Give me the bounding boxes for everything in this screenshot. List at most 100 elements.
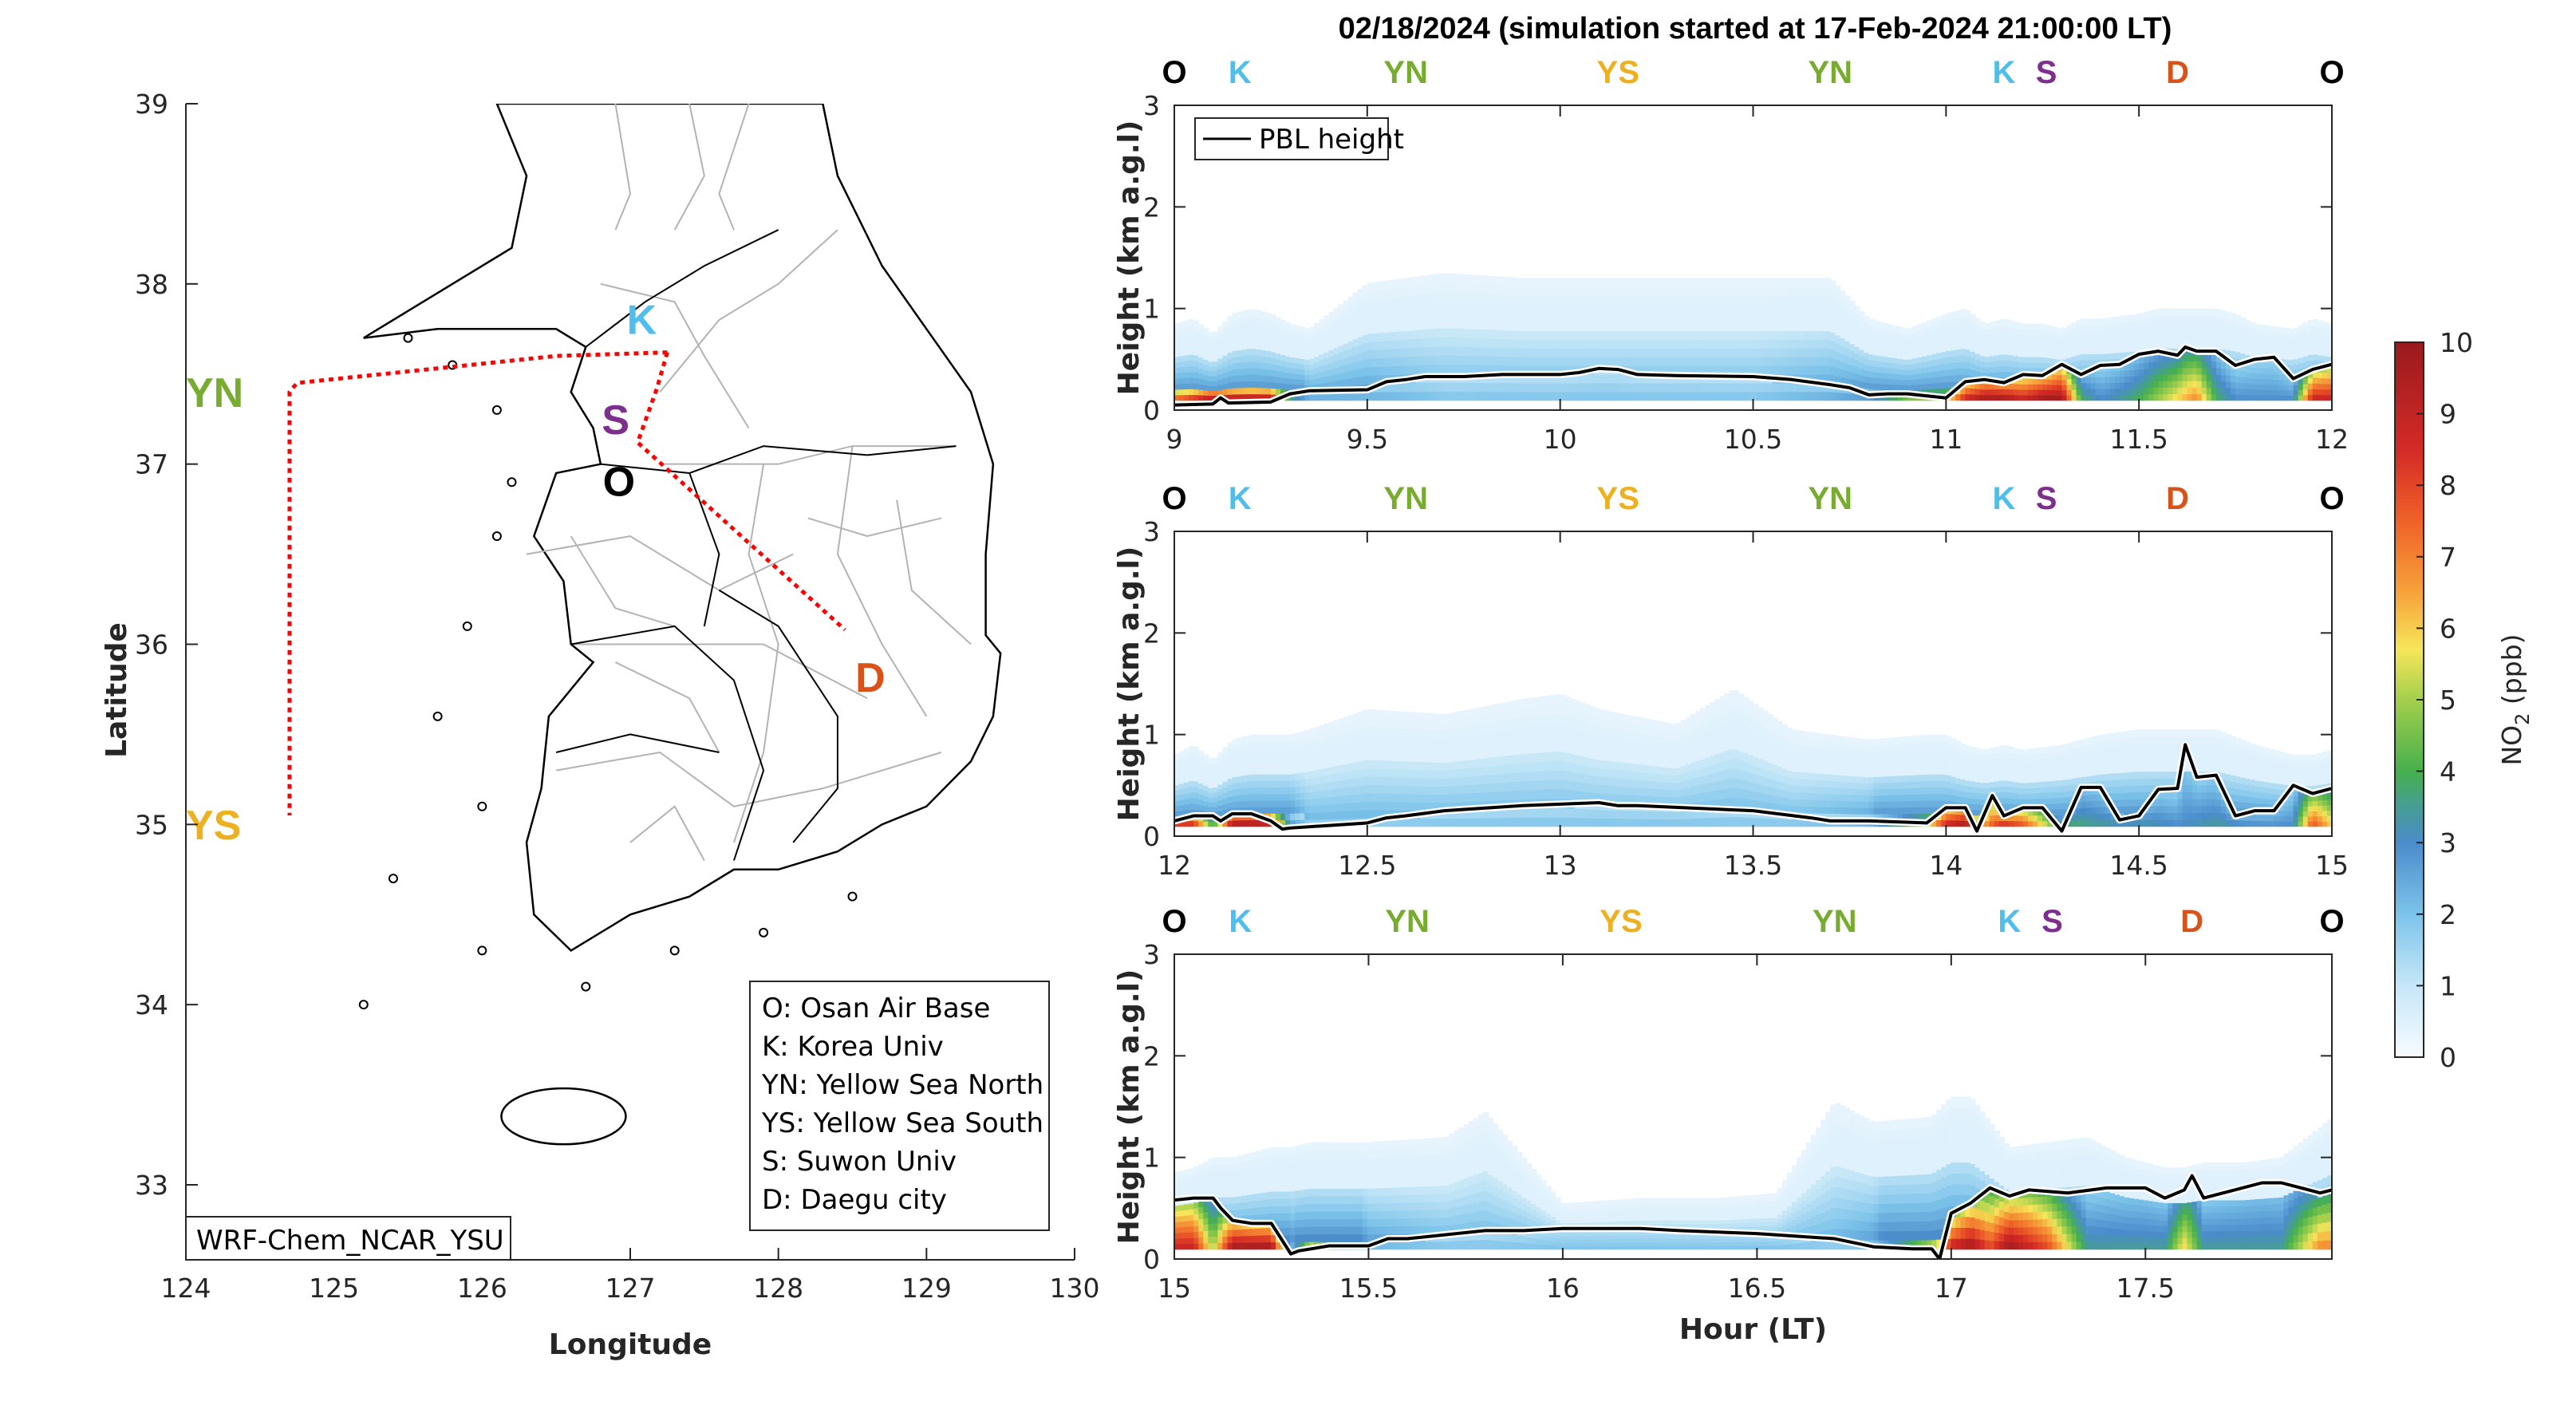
no2-cell: [1376, 332, 1383, 342]
no2-cell: [1656, 788, 1663, 797]
no2-cell: [1974, 388, 1981, 395]
no2-cell: [1333, 750, 1339, 759]
no2-cell: [1387, 382, 1393, 393]
no2-cell: [1468, 355, 1474, 365]
no2-cell: [1237, 800, 1243, 808]
no2-cell: [2013, 366, 2020, 373]
no2-cell: [1362, 318, 1368, 327]
no2-cell: [1791, 330, 1797, 340]
no2-cell: [1444, 309, 1450, 320]
no2-cell: [2066, 389, 2073, 396]
no2-cell: [2105, 382, 2111, 389]
no2-cell: [1579, 286, 1585, 297]
no2-cell: [1632, 732, 1639, 741]
no2-cell: [1232, 782, 1238, 790]
no2-cell: [1835, 367, 1841, 377]
no2-cell: [1275, 748, 1282, 756]
no2-cell: [1599, 373, 1605, 384]
no2-cell: [1859, 310, 1865, 318]
no2-cell: [1979, 338, 1986, 345]
no2-cell: [1406, 736, 1412, 746]
no2-cell: [1338, 733, 1344, 743]
no2-cell: [1415, 365, 1422, 375]
no2-cell: [1309, 379, 1316, 385]
no2-cell: [1979, 355, 1986, 362]
no2-cell: [1290, 812, 1296, 821]
no2-cell: [1300, 353, 1306, 359]
no2-cell: [1666, 356, 1672, 366]
no2-cell: [1545, 304, 1552, 314]
no2-cell: [1275, 799, 1282, 807]
no2-cell: [1319, 330, 1325, 337]
no2-cell: [1984, 339, 1990, 346]
site-legend-entry: K: Korea Univ: [762, 1031, 944, 1063]
no2-cell: [1753, 347, 1759, 357]
no2-cell: [1376, 734, 1383, 744]
no2-cell: [1656, 295, 1663, 306]
no2-cell: [1415, 391, 1422, 401]
no2-cell: [2250, 377, 2256, 385]
no2-cell: [1902, 384, 1908, 391]
no2-cell: [1251, 380, 1257, 389]
no2-cell: [1844, 348, 1851, 357]
no2-cell: [2225, 337, 2232, 345]
no2-cell: [1343, 393, 1349, 401]
no2-cell: [1786, 304, 1793, 314]
no2-cell: [1487, 346, 1494, 357]
no2-cell: [2206, 361, 2212, 369]
no2-cell: [1458, 364, 1465, 374]
no2-cell: [1545, 356, 1552, 366]
site-legend-entry: YS: Yellow Sea South: [761, 1107, 1043, 1139]
no2-cell: [1222, 775, 1229, 782]
no2-cell: [1816, 278, 1822, 288]
no2-cell: [2038, 377, 2044, 385]
no2-cell: [1844, 333, 1851, 341]
no2-cell: [1521, 286, 1528, 297]
no2-cell: [1632, 330, 1639, 340]
no2-cell: [2288, 328, 2294, 335]
no2-cell: [1608, 720, 1615, 729]
no2-cell: [1222, 343, 1229, 350]
no2-cell: [2245, 337, 2251, 344]
no2-cell: [1965, 336, 1971, 344]
no2-cell: [1333, 780, 1339, 789]
no2-cell: [2302, 334, 2309, 340]
no2-cell: [1477, 310, 1484, 321]
no2-cell: [1391, 382, 1398, 393]
no2-cell: [2066, 357, 2073, 364]
no2-cell: [1285, 361, 1292, 368]
no2-cell: [2250, 361, 2256, 368]
no2-cell: [1618, 295, 1624, 306]
no2-cell: [1671, 330, 1677, 340]
no2-cell: [1675, 391, 1682, 401]
no2-cell: [2231, 325, 2237, 333]
no2-cell: [1328, 721, 1335, 731]
no2-cell: [2269, 378, 2275, 385]
no2-cell: [2322, 394, 2328, 401]
no2-cell: [2071, 338, 2077, 345]
no2-cell: [1555, 769, 1561, 780]
no2-cell: [2008, 331, 2014, 339]
no2-cell: [1333, 728, 1339, 736]
no2-cell: [2274, 337, 2280, 344]
no2-cell: [1642, 330, 1648, 340]
no2-cell: [1347, 739, 1354, 748]
no2-cell: [1280, 331, 1287, 338]
no2-cell: [1545, 760, 1552, 772]
no2-cell: [1632, 787, 1639, 795]
no2-cell: [2264, 346, 2270, 353]
no2-cell: [1468, 783, 1474, 794]
no2-cell: [2033, 323, 2039, 330]
no2-cell: [1656, 780, 1663, 790]
no2-cell: [1931, 377, 1938, 384]
no2-cell: [1777, 391, 1783, 401]
no2-cell: [1319, 319, 1325, 326]
no2-cell: [1685, 391, 1691, 401]
no2-cell: [2038, 329, 2044, 336]
no2-cell: [1401, 728, 1407, 737]
no2-cell: [2307, 353, 2314, 361]
no2-cell: [2201, 334, 2207, 342]
no2-cell: [1588, 295, 1595, 306]
no2-cell: [1507, 772, 1513, 783]
no2-cell: [1357, 720, 1363, 729]
